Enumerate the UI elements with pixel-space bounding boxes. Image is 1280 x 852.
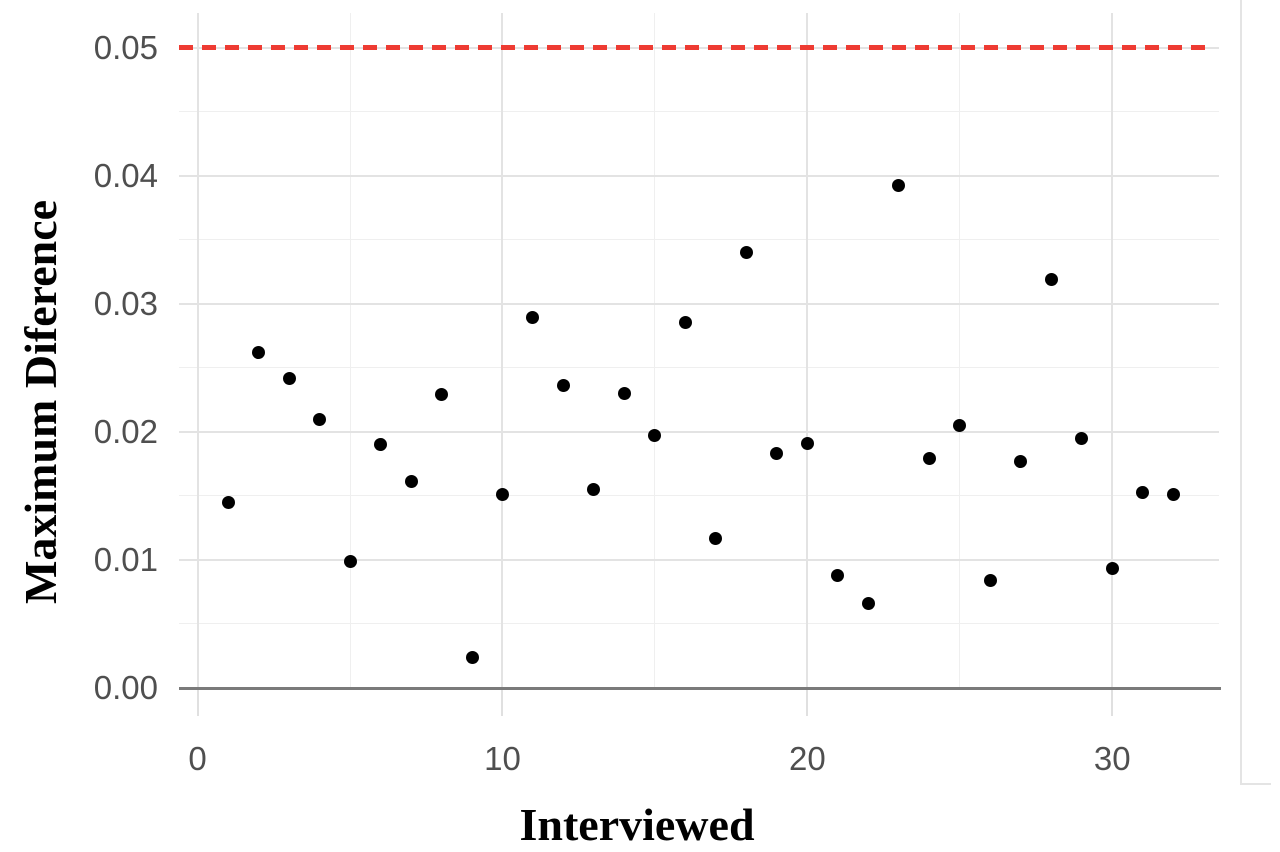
y-minor-gridline xyxy=(179,111,1219,113)
x-major-gridline xyxy=(501,13,504,688)
data-point xyxy=(313,412,327,426)
x-minor-gridline xyxy=(654,13,656,688)
data-point xyxy=(1014,454,1028,468)
data-point xyxy=(953,418,967,432)
y-minor-gridline xyxy=(179,495,1219,497)
data-point xyxy=(252,345,266,359)
x-tick-label: 20 xyxy=(789,740,826,777)
x-minor-gridline xyxy=(349,13,351,688)
x-axis-title: Interviewed xyxy=(519,799,755,850)
y-major-gridline xyxy=(179,558,1219,561)
x-tick-mark xyxy=(501,690,504,716)
x-minor-gridline xyxy=(959,13,961,688)
data-point xyxy=(465,650,479,664)
data-point xyxy=(617,386,631,400)
data-point xyxy=(374,438,388,452)
y-minor-gridline xyxy=(179,239,1219,241)
x-major-gridline xyxy=(806,13,809,688)
x-axis-line xyxy=(179,687,1221,690)
data-point xyxy=(861,596,875,610)
data-point xyxy=(983,573,997,587)
data-point xyxy=(404,475,418,489)
y-major-gridline xyxy=(179,430,1219,433)
data-point xyxy=(526,311,540,325)
x-major-gridline xyxy=(196,13,199,688)
data-point xyxy=(709,531,723,545)
x-tick-label: 30 xyxy=(1093,740,1131,777)
x-major-gridline xyxy=(1111,13,1114,688)
y-minor-gridline xyxy=(179,623,1219,625)
data-point xyxy=(1105,562,1119,576)
data-point xyxy=(770,447,784,461)
y-tick-label: 0.05 xyxy=(93,28,158,66)
y-tick-label: 0.03 xyxy=(93,284,158,322)
y-major-gridline xyxy=(179,302,1219,305)
data-point xyxy=(922,452,936,466)
data-point xyxy=(831,568,845,582)
border-artifact-vertical xyxy=(1240,0,1242,784)
data-point xyxy=(1166,488,1180,502)
x-tick-label: 0 xyxy=(188,740,207,777)
data-point xyxy=(221,495,235,509)
data-point xyxy=(435,388,448,402)
x-tick-mark xyxy=(806,690,809,716)
y-minor-gridline xyxy=(179,367,1219,369)
data-point xyxy=(282,371,296,385)
data-point xyxy=(587,482,601,496)
data-point xyxy=(495,488,509,502)
border-artifact-horizontal xyxy=(1240,783,1271,785)
x-tick-mark xyxy=(1111,690,1114,716)
data-point xyxy=(800,436,814,450)
data-point xyxy=(343,554,357,568)
y-major-gridline xyxy=(179,174,1219,177)
data-point xyxy=(678,316,692,330)
x-tick-label: 10 xyxy=(484,740,521,777)
y-tick-label: 0.02 xyxy=(93,412,158,450)
y-tick-label: 0.01 xyxy=(93,540,158,578)
data-point xyxy=(556,379,570,393)
data-point xyxy=(892,179,906,193)
y-tick-label: 0.00 xyxy=(93,669,158,706)
data-point xyxy=(739,246,753,260)
data-point xyxy=(1044,272,1058,286)
data-point xyxy=(1136,485,1150,499)
data-point xyxy=(648,429,662,443)
x-tick-mark xyxy=(196,690,199,716)
significance-threshold-line xyxy=(179,45,1214,51)
data-point xyxy=(1075,431,1089,445)
y-tick-label: 0.04 xyxy=(93,156,158,194)
